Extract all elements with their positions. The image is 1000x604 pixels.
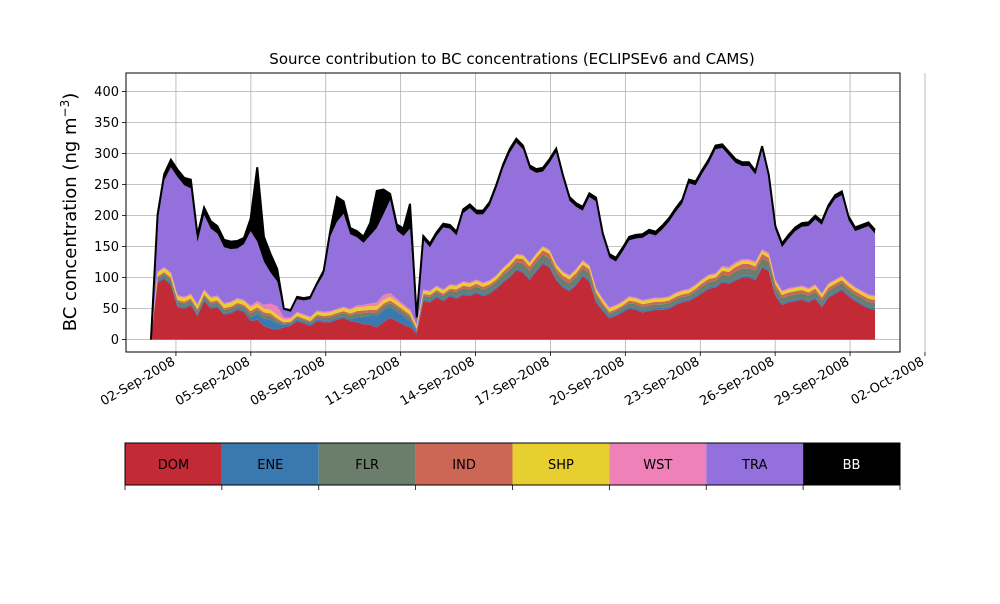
legend-label-ind: IND [452,458,476,473]
legend-swatch-shp [512,443,610,485]
y-tick-label: 250 [94,178,119,193]
y-tick-label: 50 [102,302,119,317]
legend-label-ene: ENE [257,458,283,473]
y-tick-label: 400 [94,85,119,100]
y-tick-label: 0 [111,333,119,348]
legend-colorbar: DOM ENE FLR IND SHP WST TRA BB [124,442,901,490]
area-series-flr [150,254,876,340]
legend-swatch-ind [415,443,513,485]
plot-area: 05010015020025030035040002-Sep-200805-Se… [94,72,927,409]
y-tick-label: 300 [94,147,119,162]
legend-swatch-wst [609,443,707,485]
legend-label-shp: SHP [548,458,574,473]
area-series-tra [150,142,876,340]
total-concentration-line [149,137,876,340]
y-tick-label: 150 [94,240,119,255]
y-tick-label: 100 [94,271,119,286]
legend-swatch-bb [803,443,900,485]
y-tick-label: 200 [94,209,119,224]
area-series-dom [150,263,876,340]
chart-title: Source contribution to BC concentrations… [269,50,754,68]
y-axis-label-main: BC concentration (ng m [60,117,81,331]
legend-swatch-dom [125,443,222,485]
y-tick-label: 350 [94,116,119,131]
y-axis-label-close: ) [60,93,81,100]
legend-label-tra: TRA [741,458,767,473]
legend-label-wst: WST [643,458,672,473]
y-axis-label: BC concentration (ng m−3) [58,93,81,332]
legend-label-flr: FLR [355,458,379,473]
legend-label-dom: DOM [158,458,189,473]
plot-frame [125,72,901,353]
legend-swatch-ene [221,443,319,485]
area-series-ene [150,262,876,340]
y-axis-label-superscript: −3 [58,100,72,118]
legend-label-bb: BB [843,458,861,473]
legend-swatch-tra [706,443,804,485]
legend-swatch-flr [318,443,416,485]
